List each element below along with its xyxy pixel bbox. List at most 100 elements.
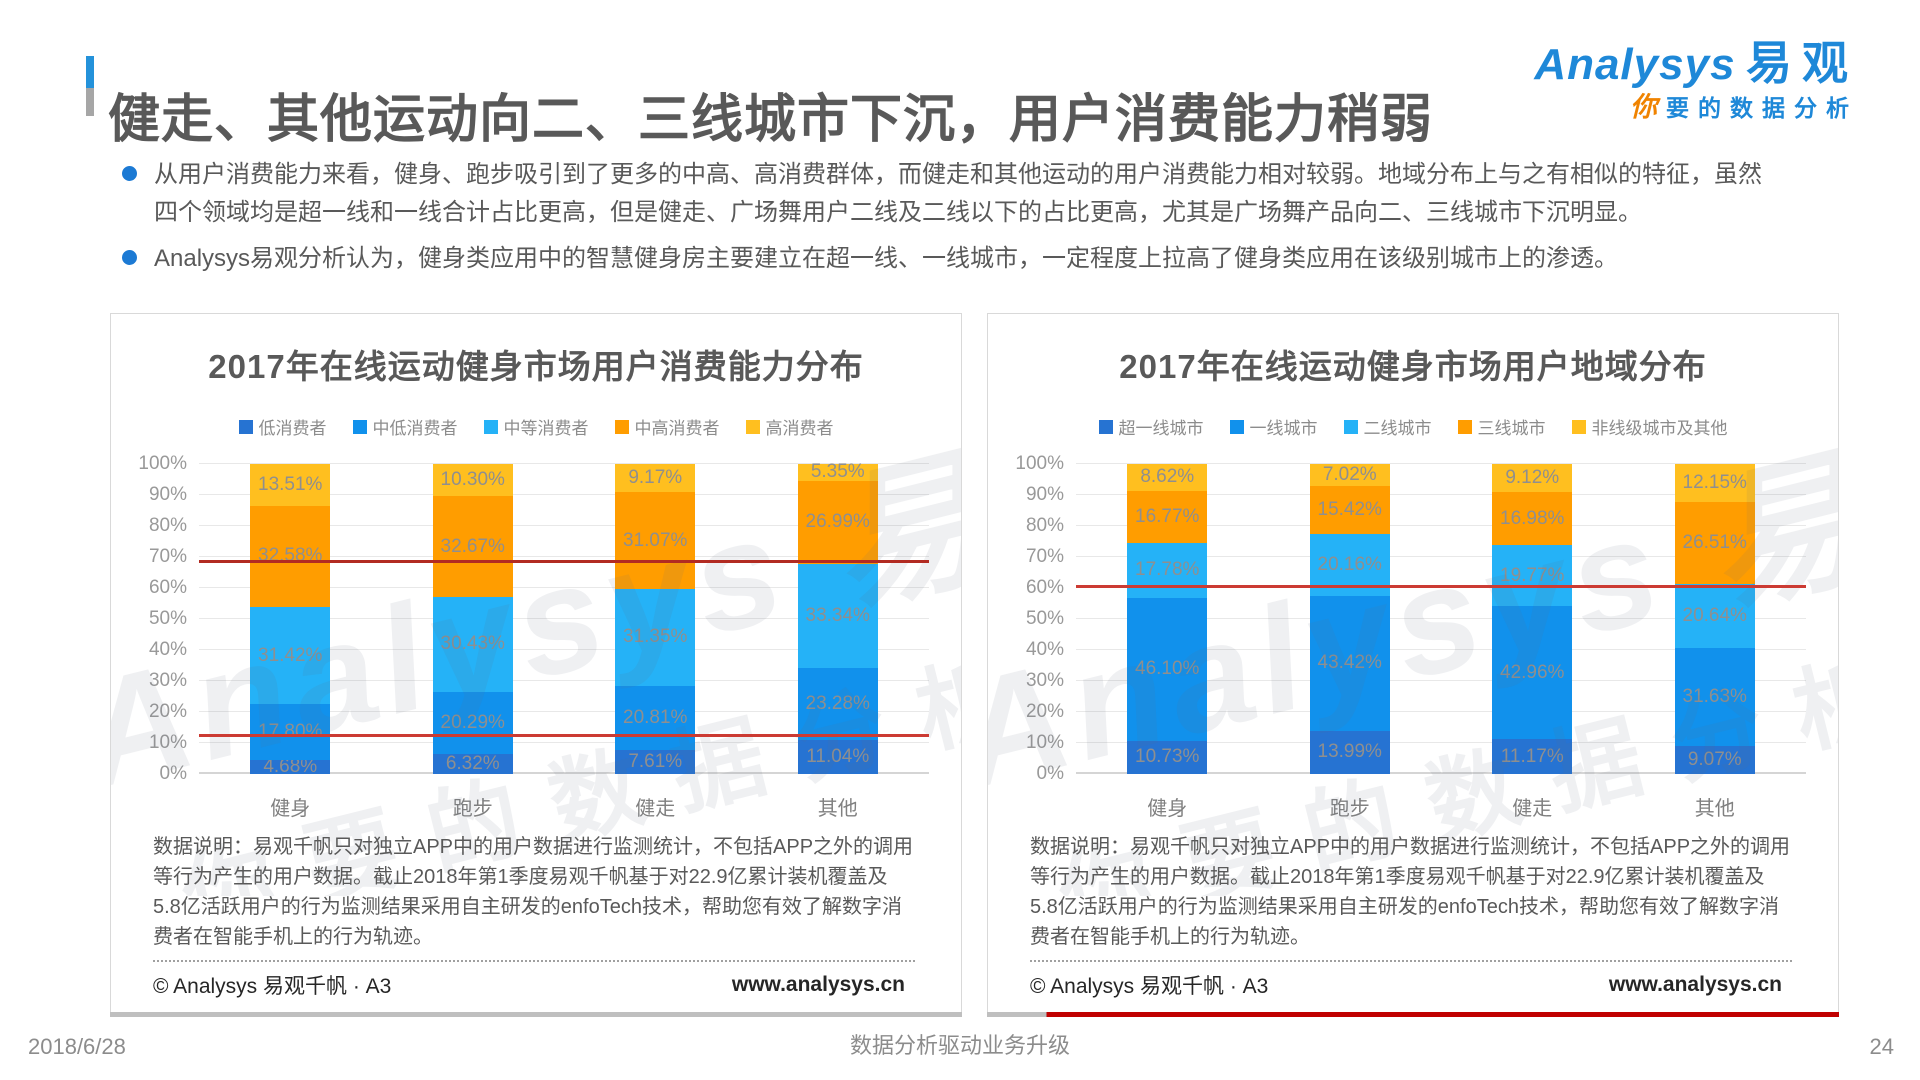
gridline xyxy=(199,711,929,712)
gridline xyxy=(1076,556,1806,557)
bar-segment: 8.62% xyxy=(1127,464,1208,491)
y-axis-tick-label: 20% xyxy=(148,701,187,722)
gridline xyxy=(199,556,929,557)
bar-columns: 4.68% 17.80% 31.42% 32.58% 13.51% 健身 6.32% 20.2… xyxy=(199,461,929,820)
bar-columns: 10.73% 46.10% 17.78% 16.77% 8.62% 健身 13.99% 43.… xyxy=(1076,464,1806,820)
x-axis-category-label: 健走 xyxy=(635,798,676,820)
bar-segment-value: 17.80% xyxy=(258,720,323,742)
legend-swatch-icon xyxy=(1457,419,1472,434)
bar-segment: 5.35% xyxy=(797,461,878,483)
x-axis-category-label: 跑步 xyxy=(1329,798,1370,820)
legend-item: 高消费者 xyxy=(745,414,834,439)
bar-segment-value: 9.17% xyxy=(628,467,683,489)
bar-segment-value: 26.51% xyxy=(1682,531,1747,553)
legend-item: 超一线城市 xyxy=(1098,414,1204,439)
legend-label: 中低消费者 xyxy=(372,419,458,438)
analysys-logo: Analysys 易观 你要的数据分析 xyxy=(1534,38,1858,123)
stacked-bar: 11.04% 23.28% 33.34% 26.99% 5.35% 其他 xyxy=(797,461,878,820)
y-axis-tick-label: 90% xyxy=(148,484,187,505)
chart-title: 2017年在线运动健身市场用户消费能力分布 xyxy=(208,348,864,385)
chart-data-note: 数据说明：易观千帆只对独立APP中的用户数据进行监测统计，不包括APP之外的调用… xyxy=(1030,832,1792,962)
bar-segment-value: 43.42% xyxy=(1317,652,1382,674)
bar-segment-value: 20.29% xyxy=(440,711,505,733)
legend-label: 三线城市 xyxy=(1477,419,1546,438)
bar-segment: 19.77% xyxy=(1492,544,1573,607)
legend-item: 三线城市 xyxy=(1457,414,1546,439)
chart-card-region: 2017年在线运动健身市场用户地域分布 超一线城市 一线城市 二线城市 三线城市 非线级… xyxy=(987,313,1839,1017)
reference-line xyxy=(199,560,929,564)
legend-item: 一线城市 xyxy=(1229,414,1318,439)
bar-segment-value: 42.96% xyxy=(1500,661,1565,683)
gridline xyxy=(1076,649,1806,650)
card-bottom-accent xyxy=(110,1012,962,1017)
legend-item: 中高消费者 xyxy=(614,414,720,439)
stacked-bar: 9.07% 31.63% 20.64% 26.51% 12.15% 其他 xyxy=(1674,464,1755,820)
legend-item: 低消费者 xyxy=(238,414,327,439)
bar-segment-value: 10.30% xyxy=(440,468,505,490)
chart-card-consumption: 2017年在线运动健身市场用户消费能力分布 低消费者 中低消费者 中等消费者 中高消费… xyxy=(110,313,962,1017)
bar-segment-value: 9.12% xyxy=(1505,467,1560,489)
y-axis-tick-label: 60% xyxy=(1025,577,1064,598)
bar-segment: 13.51% xyxy=(250,464,331,506)
bar-segment-value: 46.10% xyxy=(1135,658,1200,680)
bar-segment: 15.42% xyxy=(1309,485,1390,534)
bar-segment: 26.51% xyxy=(1674,501,1755,584)
y-axis-tick-label: 10% xyxy=(1025,732,1064,753)
page-title: 健走、其他运动向二、三线城市下沉，用户消费能力稍弱 xyxy=(108,90,1434,149)
title-accent-top xyxy=(86,56,94,88)
chart-title: 2017年在线运动健身市场用户地域分布 xyxy=(1119,348,1707,385)
y-axis-tick-label: 40% xyxy=(148,639,187,660)
y-axis-tick-label: 50% xyxy=(1025,608,1064,629)
gridline xyxy=(1076,772,1806,774)
x-axis-category-label: 健身 xyxy=(270,798,311,820)
bar-segment: 12.15% xyxy=(1674,464,1755,502)
title-accent-bottom xyxy=(86,88,94,116)
bar-segment-value: 20.16% xyxy=(1317,553,1382,575)
bar-segment-value: 31.42% xyxy=(258,644,323,666)
bar-segment: 30.43% xyxy=(432,597,513,692)
y-axis-tick-label: 80% xyxy=(148,515,187,536)
gridline xyxy=(199,772,929,774)
stacked-bar: 10.73% 46.10% 17.78% 16.77% 8.62% 健身 xyxy=(1127,464,1208,820)
bar-segment: 46.10% xyxy=(1127,597,1208,741)
y-axis-tick-label: 10% xyxy=(148,732,187,753)
legend-label: 二线城市 xyxy=(1363,419,1432,438)
gridline xyxy=(1076,494,1806,495)
bar-segment-value: 32.67% xyxy=(440,535,505,557)
legend-swatch-icon xyxy=(352,419,367,434)
bar-segment-value: 5.35% xyxy=(810,461,865,483)
gridline xyxy=(1076,618,1806,619)
gridline xyxy=(199,618,929,619)
gridline xyxy=(1076,680,1806,681)
stacked-bar: 6.32% 20.29% 30.43% 32.67% 10.30% 跑步 xyxy=(432,464,513,820)
gridline xyxy=(1076,463,1806,464)
stacked-bar: 11.17% 42.96% 19.77% 16.98% 9.12% 健走 xyxy=(1492,464,1573,820)
legend-swatch-icon xyxy=(1229,419,1244,434)
gridline xyxy=(1076,525,1806,526)
bullet-item: Analysys易观分析认为，健身类应用中的智慧健身房主要建立在超一线、一线城市… xyxy=(122,240,1772,278)
bar-segment-value: 20.81% xyxy=(623,707,688,729)
bar-segment: 42.96% xyxy=(1492,606,1573,740)
y-axis-tick-label: 60% xyxy=(148,577,187,598)
bar-segment: 33.34% xyxy=(797,564,878,668)
legend-label: 一线城市 xyxy=(1249,419,1318,438)
legend-swatch-icon xyxy=(745,419,760,434)
legend-label: 低消费者 xyxy=(258,419,327,438)
reference-line xyxy=(199,733,929,737)
charts-row: 2017年在线运动健身市场用户消费能力分布 低消费者 中低消费者 中等消费者 中高消费… xyxy=(110,313,1839,1017)
bar-segment: 43.42% xyxy=(1309,596,1390,731)
bar-segment-value: 7.61% xyxy=(628,751,683,773)
legend-swatch-icon xyxy=(1343,419,1358,434)
x-axis-category-label: 健走 xyxy=(1512,798,1553,820)
bar-segment: 6.32% xyxy=(432,753,513,774)
legend-item: 二线城市 xyxy=(1343,414,1432,439)
gridline xyxy=(199,742,929,743)
legend-swatch-icon xyxy=(483,419,498,434)
logo-brand-cn: 易观 xyxy=(1746,37,1858,89)
bar-segment-value: 13.51% xyxy=(258,474,323,496)
y-axis-tick-label: 0% xyxy=(159,763,187,784)
gridline xyxy=(1076,742,1806,743)
legend-label: 中等消费者 xyxy=(503,419,589,438)
bar-segment-value: 12.15% xyxy=(1682,471,1747,493)
